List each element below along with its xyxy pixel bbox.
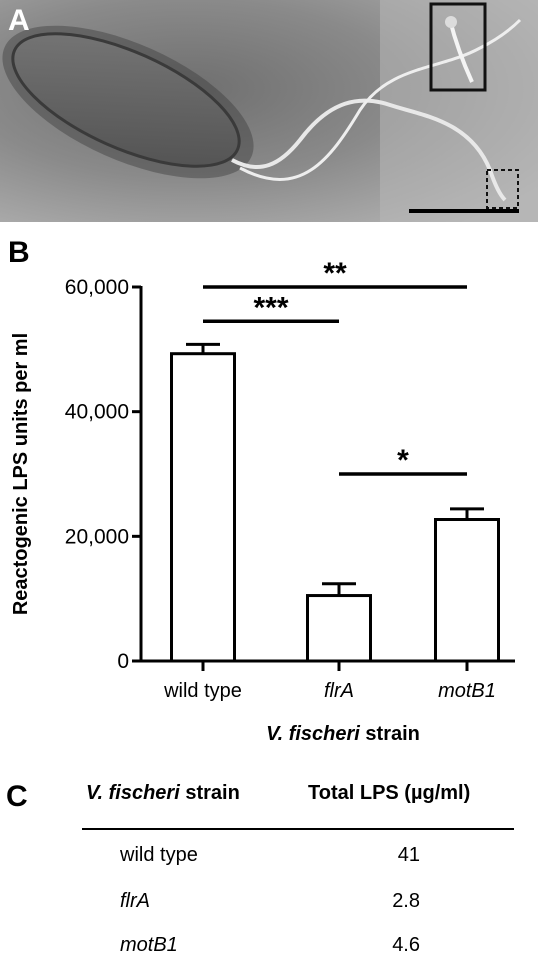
table-cell-strain: wild type	[120, 844, 198, 866]
bar-motB1	[434, 518, 500, 663]
significance-label: ***	[253, 291, 288, 324]
panel-label-c: C	[6, 780, 28, 813]
y-tick-label: 0	[117, 650, 129, 673]
panel-label-a: A	[8, 4, 30, 37]
table-rule	[82, 828, 514, 830]
x-axis-label: V. fischeri strain	[266, 723, 420, 745]
y-tick-label: 60,000	[65, 276, 129, 299]
bar-flrA	[306, 594, 372, 663]
table-cell-total: 2.8	[392, 890, 420, 912]
x-tick-label: flrA	[324, 680, 354, 702]
x-axis-label-rest: strain	[360, 723, 420, 745]
table-cell-strain: flrA	[120, 890, 150, 912]
table-header-strain-italic: V. fischeri	[86, 782, 180, 804]
table-cell-total: 4.6	[392, 934, 420, 956]
x-tick-label: motB1	[438, 680, 496, 702]
table-header-strain: V. fischeri strain	[86, 782, 240, 805]
table-cell-strain: motB1	[120, 934, 178, 956]
bar-wild-type	[170, 352, 236, 663]
y-axis-label: Reactogenic LPS units per ml	[10, 333, 32, 615]
table-header-total: Total LPS (µg/ml)	[308, 782, 471, 804]
micrograph-panel	[0, 0, 538, 222]
y-tick-label: 40,000	[65, 401, 129, 424]
table-header-strain-rest: strain	[179, 782, 240, 804]
significance-label: *	[397, 444, 409, 477]
x-axis-label-italic: V. fischeri	[266, 723, 360, 745]
bacterium-micrograph-icon	[0, 0, 538, 222]
panel-label-b: B	[8, 236, 30, 269]
table-cell-total: 41	[397, 844, 420, 866]
significance-label: **	[323, 257, 347, 290]
x-tick-label: wild type	[163, 680, 242, 702]
lps-bar-chart: 0 20,000 40,000 60,000 Reactogenic LPS units…	[10, 257, 515, 745]
y-tick-label: 20,000	[65, 525, 129, 548]
